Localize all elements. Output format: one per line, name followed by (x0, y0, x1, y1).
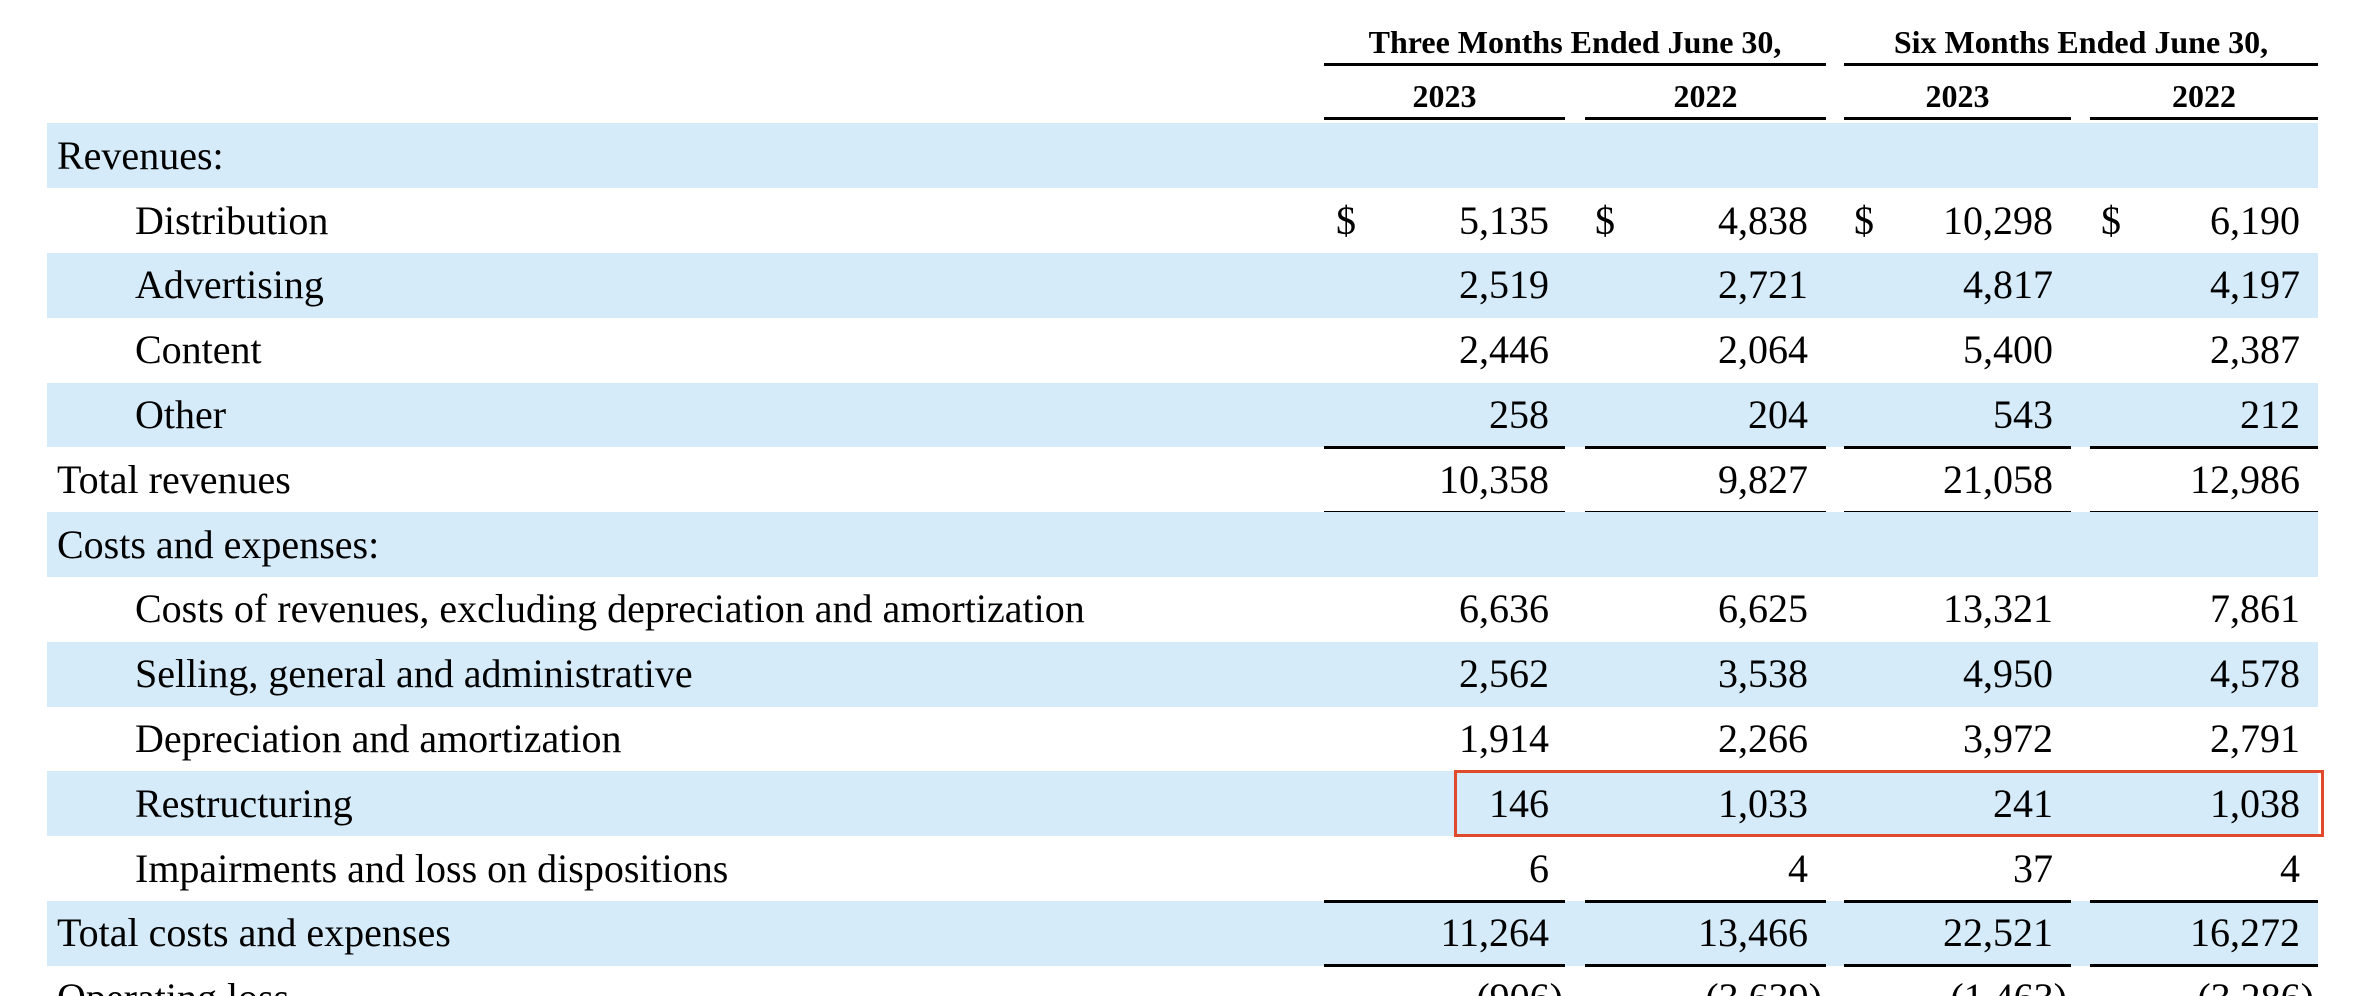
value-cell: 1,033 (1718, 780, 1808, 826)
value-cell: 4,950 (1963, 651, 2053, 697)
value-cell: 21,058 (1943, 456, 2053, 502)
currency-symbol: $ (2101, 197, 2121, 243)
row-label: Depreciation and amortization (135, 716, 622, 761)
value-cell: 4,817 (1963, 262, 2053, 308)
total-top-rule (1585, 445, 1826, 449)
value-cell: 146 (1489, 780, 1549, 826)
value-cell: 4 (2280, 845, 2300, 891)
value-cell: 4,838 (1718, 197, 1808, 243)
total-top-rule (1324, 445, 1565, 449)
row-label: Total revenues (57, 456, 291, 502)
value-cell: (3,286) (2197, 978, 2314, 996)
value-cell: 22,521 (1943, 910, 2053, 956)
total-bottom-rule (1585, 964, 1826, 968)
row-label: Impairments and loss on dispositions (135, 845, 729, 891)
currency-symbol: $ (1595, 197, 1615, 243)
year-underline (1844, 117, 2071, 120)
row-shading (47, 641, 2318, 707)
row-label: Revenues: (57, 132, 224, 178)
value-cell: 6,190 (2210, 197, 2300, 243)
total-bottom-rule (1844, 964, 2071, 968)
row-label: Selling, general and administrative (135, 651, 693, 697)
year-underline (1585, 117, 1826, 120)
value-cell: 1,038 (2210, 780, 2300, 826)
value-cell: 10,298 (1943, 197, 2053, 243)
currency-symbol: $ (1336, 197, 1356, 243)
total-top-rule (1324, 899, 1565, 903)
value-cell: 5,135 (1459, 197, 1549, 243)
highlight-box (1454, 770, 2324, 838)
year-underline (2090, 117, 2318, 120)
value-cell: 6 (1529, 845, 1549, 891)
row-shading (47, 771, 2318, 837)
total-top-rule (1844, 445, 2071, 449)
row-shading (47, 512, 2318, 577)
value-cell: 258 (1489, 392, 1549, 437)
value-cell: 2,387 (2210, 327, 2300, 373)
column-year-header: 2022 (2172, 78, 2236, 114)
value-cell: 5,400 (1963, 327, 2053, 373)
value-cell: 543 (1993, 392, 2053, 437)
column-year-header: 2022 (1673, 78, 1738, 114)
value-cell: 2,721 (1718, 262, 1808, 308)
total-bottom-rule (2090, 964, 2318, 968)
value-cell: 2,519 (1459, 262, 1549, 308)
row-label: Costs and expenses: (57, 521, 380, 567)
value-cell: 7,861 (2210, 586, 2300, 632)
value-cell: (906) (1476, 978, 1563, 996)
value-cell: 13,466 (1698, 910, 1808, 956)
value-cell: 13,321 (1943, 586, 2053, 632)
value-cell: 6,636 (1459, 586, 1549, 632)
row-shading (47, 253, 2318, 318)
column-group-header: Six Months Ended June 30, (1893, 24, 2269, 60)
value-cell: 37 (2013, 845, 2053, 891)
group-underline (1324, 63, 1826, 66)
value-cell: 3,972 (1963, 716, 2053, 761)
value-cell: 12,986 (2190, 456, 2300, 502)
value-cell: (1,463) (1950, 978, 2067, 996)
row-label: Restructuring (135, 780, 353, 826)
value-cell: 4 (1788, 845, 1808, 891)
value-cell: 6,625 (1718, 586, 1808, 632)
total-top-rule (1585, 899, 1826, 903)
value-cell: 2,791 (2210, 716, 2300, 761)
value-cell: 2,562 (1459, 651, 1549, 697)
row-label: Distribution (135, 197, 329, 243)
value-cell: 2,446 (1459, 327, 1549, 373)
value-cell: 10,358 (1439, 456, 1549, 502)
currency-symbol: $ (1854, 197, 1874, 243)
total-bottom-rule (1324, 964, 1565, 968)
total-top-rule (2090, 899, 2318, 903)
value-cell: 2,064 (1718, 327, 1808, 373)
row-shading (47, 901, 2318, 966)
column-year-header: 2023 (1925, 78, 1990, 114)
row-shading (47, 382, 2318, 448)
value-cell: 11,264 (1440, 910, 1549, 956)
value-cell: 9,827 (1718, 456, 1808, 502)
row-label: Advertising (135, 262, 324, 308)
value-cell: 3,538 (1718, 651, 1808, 697)
row-label: Costs of revenues, excluding depreciatio… (135, 586, 1085, 632)
column-year-header: 2023 (1412, 78, 1477, 114)
row-label: Total costs and expenses (57, 910, 451, 956)
total-top-rule (1844, 899, 2071, 903)
row-label: Other (135, 392, 227, 437)
value-cell: 4,197 (2210, 262, 2300, 308)
value-cell: 212 (2240, 392, 2300, 437)
year-underline (1324, 117, 1565, 120)
total-top-rule (2090, 445, 2318, 449)
value-cell: 241 (1993, 780, 2053, 826)
value-cell: 1,914 (1459, 716, 1549, 761)
row-shading (47, 123, 2318, 189)
group-underline (1844, 63, 2318, 66)
value-cell: (3,639) (1705, 978, 1822, 996)
row-label: Content (135, 327, 262, 373)
column-group-header: Three Months Ended June 30, (1368, 24, 1782, 60)
value-cell: 4,578 (2210, 651, 2300, 697)
value-cell: 16,272 (2190, 910, 2300, 956)
row-label: Operating loss (57, 978, 289, 996)
value-cell: 204 (1748, 392, 1808, 437)
value-cell: 2,266 (1718, 716, 1808, 761)
